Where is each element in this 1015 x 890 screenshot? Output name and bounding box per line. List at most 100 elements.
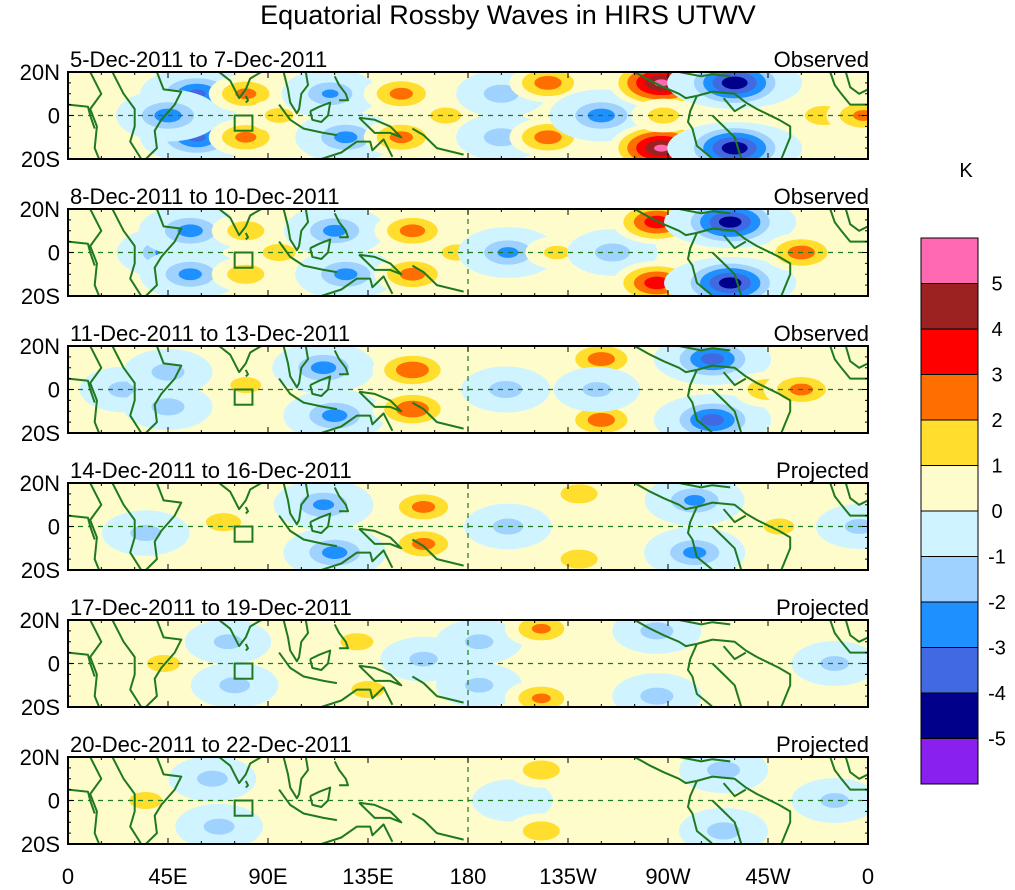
coastline xyxy=(218,72,262,100)
colorbar-level-label: 4 xyxy=(991,319,1002,341)
contour-band xyxy=(151,398,185,416)
coastline xyxy=(687,780,714,844)
panel-date-range: 11-Dec-2011 to 13-Dec-2011 xyxy=(70,321,350,346)
x-tick-label: 180 xyxy=(450,864,487,889)
colorbar-swatch xyxy=(920,465,979,512)
coastlines xyxy=(68,346,868,433)
coastline xyxy=(68,651,96,677)
contour-band xyxy=(820,656,849,671)
coastline xyxy=(218,209,262,237)
contour-band xyxy=(411,501,436,513)
panel-date-range: 14-Dec-2011 to 16-Dec-2011 xyxy=(70,458,352,483)
coastline xyxy=(844,72,868,95)
coastline xyxy=(844,483,868,506)
contour-band xyxy=(560,549,598,569)
coastline xyxy=(333,760,349,787)
coastline xyxy=(89,757,103,844)
coastline xyxy=(68,240,96,266)
x-tick-label: 90W xyxy=(645,864,690,889)
coastline xyxy=(89,72,103,159)
contour-band xyxy=(323,224,347,237)
coastline xyxy=(844,620,868,643)
coastline xyxy=(320,412,394,433)
colorbar-swatch xyxy=(920,556,979,603)
coastline xyxy=(282,209,309,252)
y-tick-label: 20S xyxy=(21,147,60,172)
contour-band xyxy=(531,623,551,634)
panel-date-range: 5-Dec-2011 to 7-Dec-2011 xyxy=(70,47,327,72)
colorbar-level-label: -3 xyxy=(988,638,1006,660)
contour-band xyxy=(395,361,429,379)
coastline xyxy=(89,209,103,296)
coastline xyxy=(844,209,868,232)
panel: 20N 0 20S 17-Dec-2011 to 19-Dec-2011 Project… xyxy=(20,595,869,720)
coastline xyxy=(89,483,103,570)
coastline xyxy=(145,483,183,570)
coastline xyxy=(411,264,464,293)
x-tick-label: 45W xyxy=(745,864,790,889)
coastline xyxy=(722,97,747,113)
region-box-marker xyxy=(233,662,254,680)
coastline xyxy=(696,775,792,844)
coastline xyxy=(634,620,698,648)
coastline xyxy=(320,275,394,296)
coastline xyxy=(282,620,309,663)
colorbar-level-label: -4 xyxy=(988,683,1006,705)
contour-band xyxy=(129,791,163,810)
coastline xyxy=(278,515,338,548)
coastline xyxy=(333,623,349,650)
panel-status-label: Observed xyxy=(774,184,869,209)
contour-band xyxy=(721,141,748,155)
coastline xyxy=(678,757,731,763)
coastline xyxy=(145,620,183,707)
coastline xyxy=(829,346,868,380)
coastline xyxy=(218,757,262,785)
panel-date-range: 20-Dec-2011 to 22-Dec-2011 xyxy=(70,732,352,757)
coastline xyxy=(244,780,249,789)
y-tick-label: 20N xyxy=(20,471,60,496)
contour-band xyxy=(399,267,426,281)
y-tick-label: 0 xyxy=(48,789,60,814)
contour-band xyxy=(464,677,494,693)
contour-band xyxy=(700,414,725,426)
contour-band xyxy=(203,818,235,835)
coastline xyxy=(711,662,743,707)
contour-band xyxy=(219,677,251,694)
coastline xyxy=(711,251,743,296)
contour-band xyxy=(147,654,181,673)
coastline xyxy=(711,525,743,570)
coastline xyxy=(722,645,747,661)
contour-band xyxy=(197,770,228,787)
colorbar-level-label: 0 xyxy=(991,501,1002,523)
contour-band xyxy=(654,144,669,152)
contour-band xyxy=(430,107,462,124)
contour-band xyxy=(178,268,202,281)
contour-band xyxy=(108,381,139,398)
contour-band xyxy=(707,761,741,779)
coastline xyxy=(111,209,143,296)
colorbar-swatch xyxy=(920,328,979,375)
coastline xyxy=(145,209,183,296)
coastline xyxy=(411,812,464,841)
coastline xyxy=(244,232,249,241)
coastline xyxy=(244,506,249,515)
panel-status-label: Projected xyxy=(776,458,869,483)
coastline xyxy=(696,227,792,296)
colorbar-level-label: 5 xyxy=(991,274,1002,296)
contour-band xyxy=(464,634,494,650)
contour-band xyxy=(334,131,358,144)
contour-band xyxy=(483,84,519,103)
contour-band xyxy=(844,519,868,534)
coastline xyxy=(722,234,747,250)
contour-band xyxy=(312,499,335,511)
coastline xyxy=(722,508,747,524)
coastline xyxy=(89,346,103,433)
contour-band xyxy=(543,245,570,260)
coastline xyxy=(278,104,338,137)
contour-band xyxy=(489,380,523,399)
coastline xyxy=(68,377,96,403)
colorbar-level-label: -2 xyxy=(988,592,1006,614)
contour-band xyxy=(560,484,598,504)
contour-band xyxy=(334,268,358,281)
panel-status-label: Observed xyxy=(774,47,869,72)
